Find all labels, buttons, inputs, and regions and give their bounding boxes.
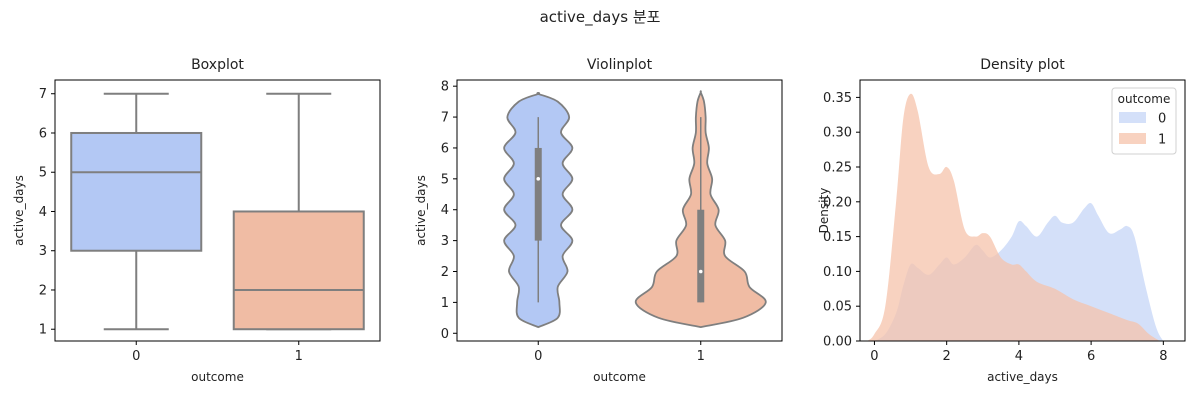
y-tick-label: 0.10	[823, 265, 852, 280]
y-tick-label: 0.20	[823, 195, 852, 210]
y-axis-label: Density	[817, 188, 831, 234]
x-axis-label: outcome	[593, 370, 646, 384]
y-tick-label: 0.30	[823, 126, 852, 141]
boxplot-panel: Boxplot outcome active_days 1 2 3 4 5 6 7 0 1	[12, 57, 381, 384]
legend: outcome 0 1	[1111, 87, 1177, 155]
x-axis-label: outcome	[191, 370, 244, 384]
y-tick-label: 6	[39, 126, 47, 141]
y-tick-label: 2	[39, 283, 47, 298]
figure-title: active_days 분포	[540, 8, 661, 27]
y-axis-label: active_days	[414, 175, 428, 246]
x-tick-label: 2	[943, 349, 951, 364]
x-axis-label: active_days	[987, 370, 1058, 384]
violin-outcome-0	[503, 92, 574, 329]
y-tick-label: 1	[441, 296, 449, 311]
y-tick-label: 0	[441, 327, 449, 342]
violin-median-dot	[536, 177, 541, 181]
legend-swatch-0	[1119, 112, 1146, 123]
y-tick-label: 0.05	[823, 300, 852, 315]
y-tick-label: 3	[39, 244, 47, 259]
y-tick-label: 5	[39, 166, 47, 181]
y-tick-label: 7	[441, 111, 449, 126]
x-tick-label: 0	[132, 349, 140, 364]
y-tick-label: 1	[39, 323, 47, 338]
plot-frame	[456, 79, 783, 342]
x-tick-label: 8	[1159, 349, 1167, 364]
panel-title: Density plot	[980, 57, 1065, 73]
x-tick-label: 0	[870, 349, 878, 364]
y-tick-label: 7	[39, 87, 47, 102]
plot-frame	[54, 79, 381, 342]
y-tick-label: 5	[441, 172, 449, 187]
x-tick-label: 0	[534, 349, 542, 364]
density-area-1	[867, 93, 1160, 342]
legend-label-1: 1	[1158, 133, 1166, 148]
y-tick-label: 8	[441, 80, 449, 95]
violin-iqr-bar	[697, 209, 705, 303]
iqr-box	[70, 131, 203, 252]
x-tick-label: 1	[697, 349, 705, 364]
legend-swatch-1	[1119, 133, 1146, 144]
y-tick-label: 0.15	[823, 230, 852, 245]
x-tick-label: 1	[295, 349, 303, 364]
y-tick-label: 0.00	[823, 335, 852, 350]
iqr-box	[232, 210, 365, 331]
y-tick-label: 3	[441, 234, 449, 249]
panel-title: Violinplot	[587, 57, 653, 73]
legend-label-0: 0	[1158, 112, 1166, 127]
violinplot-panel: Violinplot outcome active_days 0 1 2 3 4 5 6 7 8 0 1	[414, 57, 783, 384]
x-tick-label: 4	[1015, 349, 1023, 364]
y-tick-label: 2	[441, 265, 449, 280]
violin-iqr-bar	[534, 147, 542, 241]
x-tick-label: 6	[1087, 349, 1095, 364]
plot-frame	[859, 79, 1186, 342]
y-tick-label: 4	[39, 205, 47, 220]
density-panel: Density plot active_days Density 0.00 0.05 0.…	[817, 57, 1186, 384]
panel-title: Boxplot	[191, 57, 244, 73]
y-tick-label: 0.35	[823, 91, 852, 106]
box-outcome-0	[70, 92, 203, 331]
legend-title: outcome	[1118, 92, 1171, 106]
violin-outcome-1	[634, 90, 767, 329]
violin-median-dot	[698, 269, 703, 274]
y-axis-label: active_days	[12, 175, 26, 246]
box-outcome-1	[232, 92, 365, 331]
y-tick-label: 6	[441, 141, 449, 156]
y-tick-label: 4	[441, 203, 449, 218]
y-tick-label: 0.25	[823, 161, 852, 176]
